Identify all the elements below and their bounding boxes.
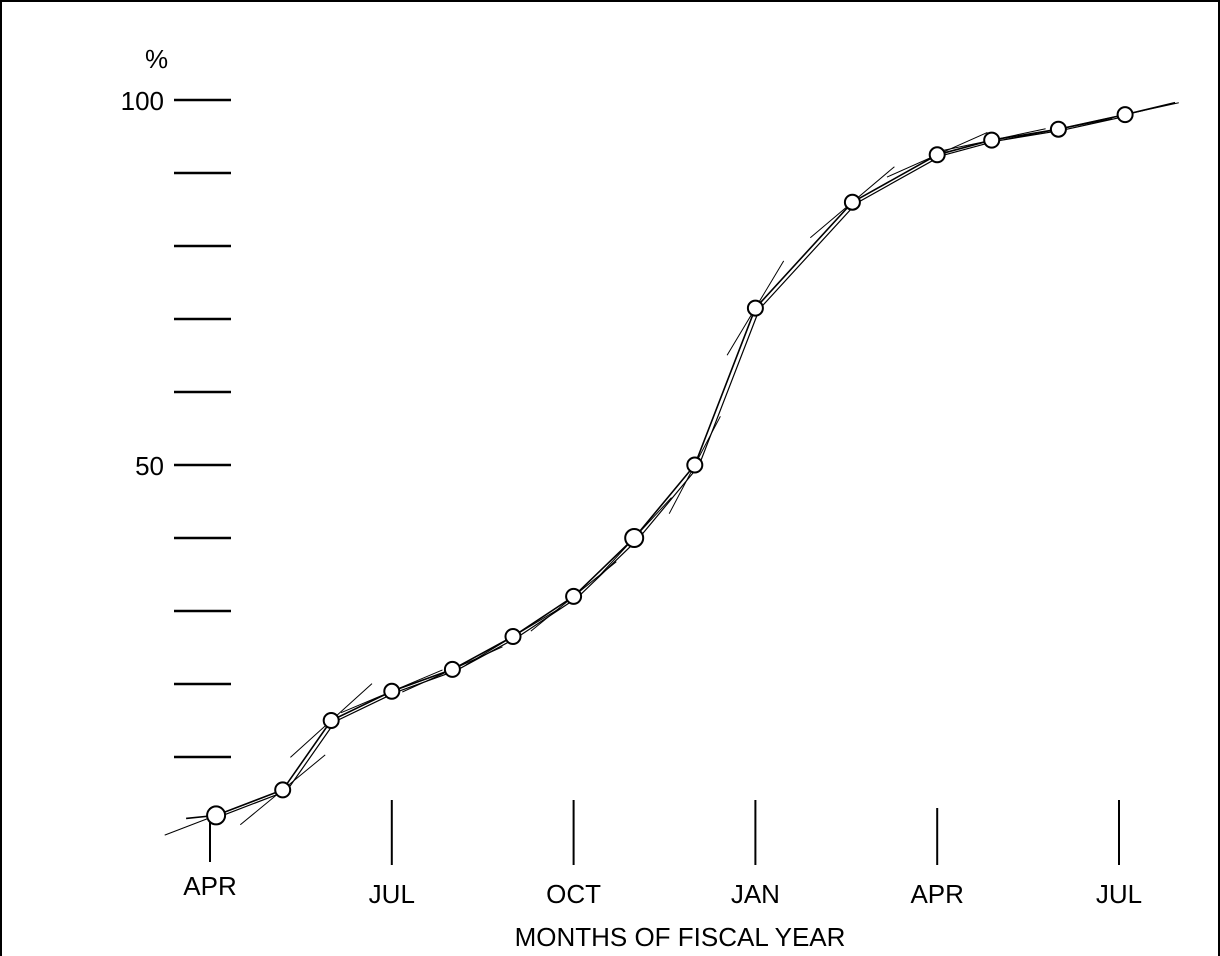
y-tick-label: 100	[121, 86, 164, 116]
data-point	[383, 682, 401, 700]
x-tick-label: JUL	[369, 879, 415, 909]
data-point	[686, 456, 704, 474]
data-point	[928, 146, 946, 164]
x-tick-label: OCT	[546, 879, 601, 909]
data-point	[322, 712, 340, 729]
x-tick-label: JUL	[1096, 879, 1142, 909]
series-line	[186, 101, 1176, 820]
x-axis: APR JUL OCT JAN APR JUL	[183, 800, 1142, 909]
data-point	[1116, 106, 1134, 124]
data-point	[746, 299, 764, 317]
data-point	[206, 805, 227, 826]
data-point	[504, 628, 522, 645]
y-axis-label: %	[145, 44, 168, 74]
data-point	[983, 131, 1001, 149]
x-tick-label: APR	[183, 871, 236, 901]
data-point	[624, 528, 645, 548]
data-point	[565, 587, 583, 605]
x-tick-label: APR	[910, 879, 963, 909]
x-tick-label: JAN	[731, 879, 780, 909]
y-tick-label: 50	[135, 451, 164, 481]
data-point	[274, 781, 292, 799]
y-axis: 100 50	[121, 86, 231, 759]
data-point	[443, 660, 461, 678]
x-axis-label: MONTHS OF FISCAL YEAR	[515, 922, 846, 952]
series-line-offset	[219, 115, 1130, 817]
series-layer	[164, 101, 1179, 836]
data-point	[1049, 120, 1067, 138]
data-point	[843, 193, 861, 211]
